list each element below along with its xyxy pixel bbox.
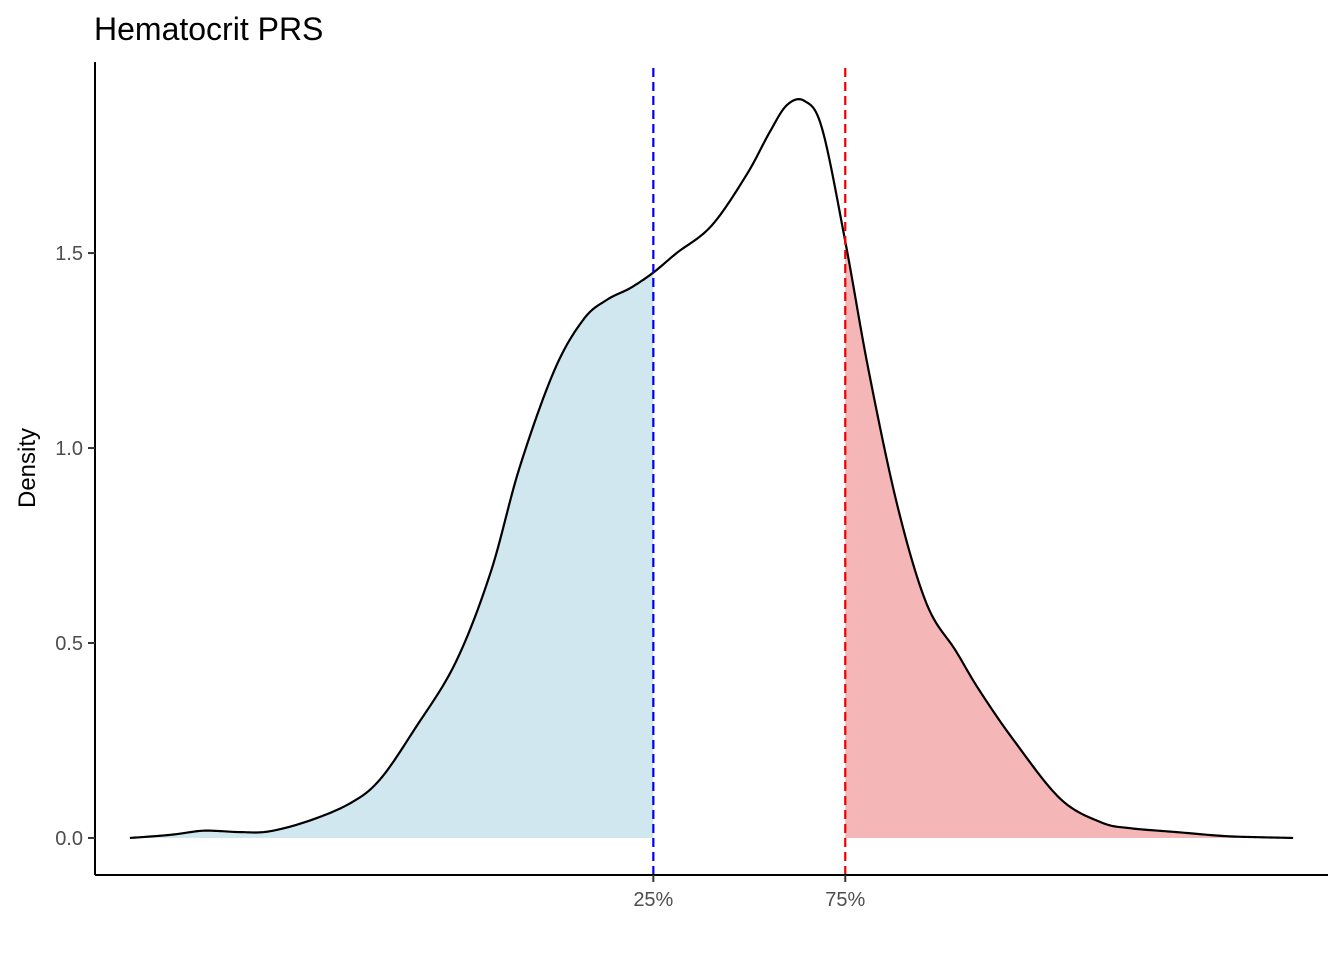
x-tick-label: 75% — [825, 889, 865, 911]
y-tick-label: 1.0 — [55, 438, 83, 460]
chart-title: Hematocrit PRS — [94, 11, 323, 47]
y-tick-label: 0.0 — [55, 828, 83, 850]
x-tick-label: 25% — [633, 889, 673, 911]
lower-quartile-area — [129, 272, 654, 838]
upper-quartile-area — [845, 241, 1294, 838]
density-line — [129, 98, 1294, 840]
y-tick-label: 0.5 — [55, 633, 83, 655]
y-axis-label: Density — [14, 428, 41, 508]
y-tick-label: 1.5 — [55, 243, 83, 265]
plot-area: 0.0 0.5 1.0 1.5 25% 75% — [55, 62, 1328, 911]
